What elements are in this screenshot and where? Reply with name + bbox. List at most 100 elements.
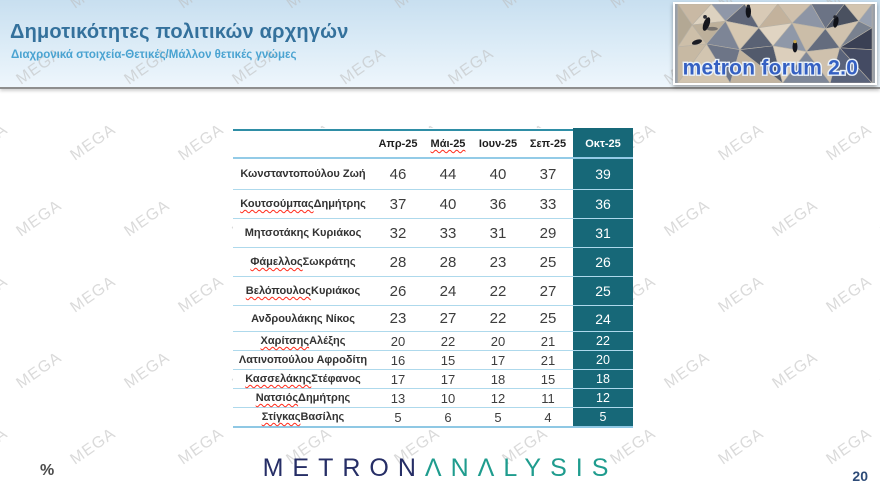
mega-watermark: MEGA <box>175 120 228 165</box>
value-cell: 37 <box>539 165 557 183</box>
name-flagged-part: Χαρίτσης <box>260 335 310 347</box>
value-cell: 16 <box>390 352 406 368</box>
politician-name: Φάμελλος Σωκράτης <box>233 248 373 276</box>
percent-unit-label: % <box>40 462 55 479</box>
value-cell: 5 <box>494 409 502 425</box>
value-cell: 15 <box>540 371 556 387</box>
mega-watermark: MEGA <box>13 348 66 393</box>
politician-name: Ανδρουλάκης Νίκος <box>233 306 373 331</box>
name-flagged-part: Στίγκας <box>261 411 301 423</box>
page-title: Δημοτικότητες πολιτικών αρχηγών <box>10 21 349 43</box>
table-top-border <box>233 129 573 131</box>
logo-text: metron forum 2.0 <box>683 56 858 79</box>
name-rest-part: Μητσοτάκης Κυριάκος <box>244 227 362 239</box>
value-cell: 25 <box>539 310 557 327</box>
value-cell: 33 <box>539 195 557 213</box>
value-cell: 24 <box>439 282 457 300</box>
table-row: Νατσιός Δημήτρης 13 10 12 11 12 <box>233 389 633 408</box>
name-rest-part: Βασίλης <box>300 411 345 423</box>
name-rest-part: Λατινοπούλου Αφροδίτη <box>238 354 368 366</box>
value-cell: 25 <box>539 253 557 271</box>
oct-column-highlight <box>573 128 633 428</box>
value-cell: 17 <box>490 352 506 368</box>
metron-forum-logo-image: metron forum 2.0 <box>677 4 873 83</box>
poll-table: Απρ-25 Μάι-25 Ιουν-25 Σεπ-25 Οκτ-25 Κωνσταντο… <box>233 128 633 428</box>
month-label: Ιουν-25 <box>478 138 518 150</box>
value-cell: 44 <box>439 165 457 183</box>
mega-watermark: MEGA <box>0 272 12 317</box>
month-header-cell: Μάι-25 <box>423 131 473 157</box>
name-flagged-part: Φάμελλος <box>250 256 303 268</box>
oct-value-cell: 24 <box>595 310 611 327</box>
value-cell: 23 <box>489 253 507 271</box>
value-cell: 29 <box>539 224 557 242</box>
value-cell: 20 <box>390 333 406 349</box>
value-cell: 33 <box>439 224 457 242</box>
oct-value-cell: 25 <box>595 283 611 299</box>
mosaic-triangles <box>677 4 873 83</box>
oct-value-cell: 20 <box>596 353 610 367</box>
name-rest-part: Ανδρουλάκης Νίκος <box>251 312 355 325</box>
politician-name: Κουτσούμπας Δημήτρης <box>233 190 373 218</box>
value-cell: 27 <box>539 282 557 300</box>
value-cell: 12 <box>490 390 506 406</box>
page-subtitle: Διαχρονικά στοιχεία-Θετικές/Μάλλον θετικ… <box>11 49 297 61</box>
value-cell: 4 <box>544 409 552 425</box>
value-cell: 22 <box>489 282 507 300</box>
metron-analysis-logo: METRONΛNΛLYSIS <box>0 454 880 483</box>
politician-name: Κωνσταντοπούλου Ζωή <box>233 159 373 189</box>
month-header-cell: Ιουν-25 <box>473 131 523 157</box>
name-rest-part: Αλέξης <box>309 335 346 347</box>
oct-value-cell: 18 <box>596 372 610 386</box>
value-cell: 27 <box>439 310 457 327</box>
value-cell: 11 <box>541 390 555 406</box>
value-cell: 20 <box>490 333 506 349</box>
mega-watermark: MEGA <box>823 272 876 317</box>
table-header-row: Απρ-25 Μάι-25 Ιουν-25 Σεπ-25 Οκτ-25 <box>233 131 633 159</box>
mega-watermark: MEGA <box>769 348 822 393</box>
month-header-cell: Σεπ-25 <box>523 131 573 157</box>
mega-watermark: MEGA <box>769 196 822 241</box>
value-cell: 28 <box>439 253 457 271</box>
value-cell: 10 <box>440 390 456 406</box>
oct-value-cell: 31 <box>595 225 611 241</box>
table-row: Μητσοτάκης Κυριάκος 32 33 31 29 31 <box>233 219 633 248</box>
table-row: Κασσελάκης Στέφανος 17 17 18 15 18 <box>233 370 633 389</box>
value-cell: 21 <box>540 352 556 368</box>
oct-value-cell: 12 <box>596 391 610 405</box>
table-row: Βελόπουλος Κυριάκος 26 24 22 27 25 <box>233 277 633 306</box>
value-cell: 17 <box>440 371 456 387</box>
brand-metron: METRON <box>262 454 425 482</box>
value-cell: 23 <box>389 310 407 327</box>
oct-value-cell: 39 <box>595 166 611 182</box>
value-cell: 6 <box>444 409 452 425</box>
politician-name: Λατινοπούλου Αφροδίτη <box>233 351 373 369</box>
mega-watermark: MEGA <box>715 272 768 317</box>
name-rest-part: Δημήτρης <box>313 198 366 210</box>
mega-watermark: MEGA <box>13 196 66 241</box>
value-cell: 17 <box>390 371 406 387</box>
politician-name: Νατσιός Δημήτρης <box>233 389 373 407</box>
value-cell: 13 <box>390 390 406 406</box>
value-cell: 18 <box>490 371 506 387</box>
mega-watermark: MEGA <box>121 196 174 241</box>
poll-table-rows: Απρ-25 Μάι-25 Ιουν-25 Σεπ-25 Οκτ-25 Κωνσταντο… <box>233 131 633 428</box>
name-column-header <box>233 131 373 157</box>
mega-watermark: MEGA <box>67 272 120 317</box>
value-cell: 26 <box>389 282 407 300</box>
month-header-cell: Απρ-25 <box>373 131 423 157</box>
oct-value-cell: 36 <box>595 196 611 212</box>
name-rest-part: Δημήτρης <box>298 392 351 404</box>
mega-watermark: MEGA <box>121 348 174 393</box>
table-row: Στίγκας Βασίλης 5 6 5 4 5 <box>233 408 633 428</box>
name-rest-part: Στέφανος <box>311 373 361 385</box>
value-cell: 31 <box>489 224 507 242</box>
name-flagged-part: Κουτσούμπας <box>240 198 314 210</box>
politician-name: Στίγκας Βασίλης <box>233 408 373 426</box>
name-flagged-part: Βελόπουλος <box>245 285 312 297</box>
value-cell: 5 <box>394 409 402 425</box>
politician-name: Μητσοτάκης Κυριάκος <box>233 219 373 247</box>
name-rest-part: Κωνσταντοπούλου Ζωή <box>240 168 366 180</box>
brand-analysis: ΛNΛLYSIS <box>424 454 618 482</box>
